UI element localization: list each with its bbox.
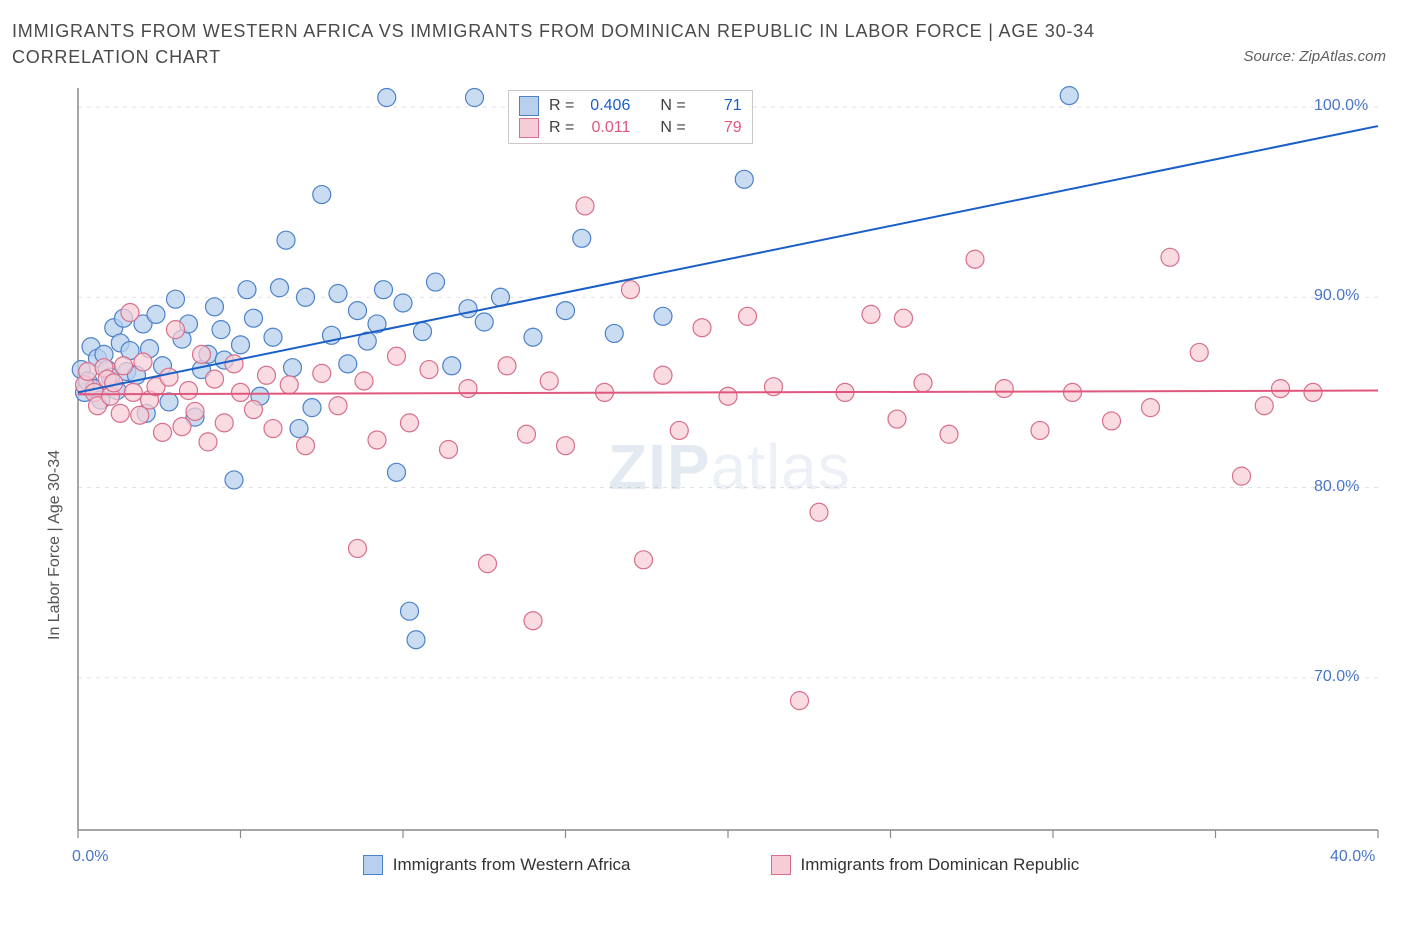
legend-item-1: Immigrants from Western Africa [363, 855, 631, 875]
stat-N-label-2: N = [660, 117, 685, 139]
stat-N-value-1: 71 [696, 95, 742, 117]
y-tick-label: 80.0% [1314, 478, 1359, 496]
chart-title: IMMIGRANTS FROM WESTERN AFRICA VS IMMIGR… [12, 18, 1132, 70]
swatch-series1 [519, 96, 539, 116]
y-tick-label: 70.0% [1314, 668, 1359, 686]
stat-R-value-1: 0.406 [584, 95, 630, 117]
stat-R-label: R = [549, 95, 574, 117]
y-tick-label: 90.0% [1314, 287, 1359, 305]
legend-label-1: Immigrants from Western Africa [393, 855, 631, 875]
y-tick-label: 100.0% [1314, 97, 1368, 115]
stat-row-series1: R = 0.406 N = 71 [519, 95, 742, 117]
source-attribution: Source: ZipAtlas.com [1243, 48, 1386, 65]
legend-label-2: Immigrants from Dominican Republic [801, 855, 1080, 875]
stat-N-label: N = [660, 95, 685, 117]
legend-swatch-2 [771, 855, 791, 875]
swatch-series2 [519, 118, 539, 138]
stat-N-value-2: 79 [696, 117, 742, 139]
stat-legend-box: R = 0.406 N = 71 R = 0.011 N = 79 [508, 90, 753, 144]
legend-item-2: Immigrants from Dominican Republic [771, 855, 1080, 875]
legend-swatch-1 [363, 855, 383, 875]
stat-R-value-2: 0.011 [584, 117, 630, 139]
chart-container: In Labor Force | Age 30-34 ZIPatlas R = … [48, 80, 1394, 880]
stat-row-series2: R = 0.011 N = 79 [519, 117, 742, 139]
stat-R-label-2: R = [549, 117, 574, 139]
series-legend: Immigrants from Western Africa Immigrant… [48, 855, 1394, 875]
scatter-chart [48, 80, 1394, 880]
